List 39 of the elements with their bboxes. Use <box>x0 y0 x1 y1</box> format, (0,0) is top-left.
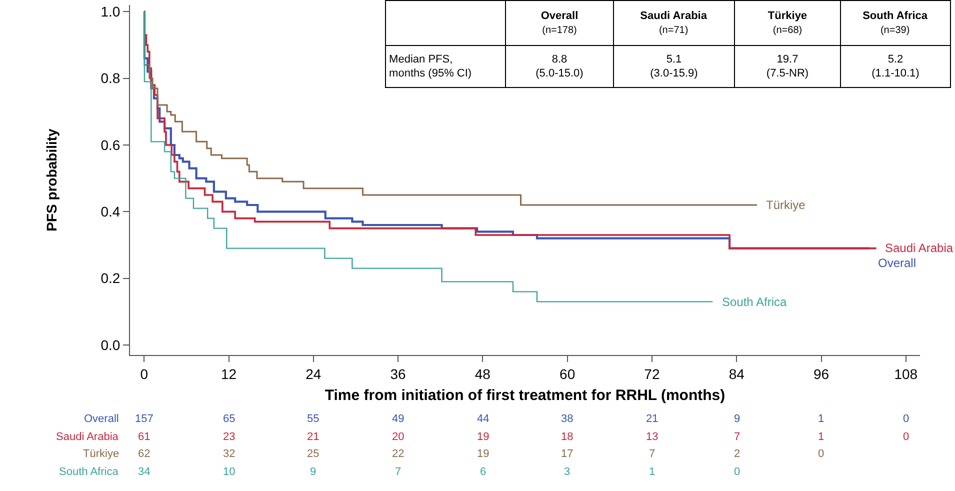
x-tick-label: 0 <box>140 366 148 382</box>
x-tick-label: 108 <box>894 366 918 382</box>
x-tick-label: 36 <box>390 366 406 382</box>
y-tick-label: 0.4 <box>100 204 120 220</box>
x-tick-label: 84 <box>728 366 745 382</box>
y-tick-label: 0.2 <box>100 270 120 286</box>
text: 62 32 25 22 19 17 7 2 0 <box>138 448 824 460</box>
series-label: South Africa <box>722 295 788 309</box>
text: 61 23 21 20 19 18 13 7 1 0 <box>138 431 910 443</box>
x-tick-label: 60 <box>560 366 576 382</box>
x-tick-label: 12 <box>220 366 237 382</box>
annotation: Türkiye (n=68) <box>768 10 808 36</box>
x-tick-label: 48 <box>474 366 491 382</box>
x-tick-label: 24 <box>306 366 322 382</box>
annotation: South Africa (n=39) <box>862 10 928 36</box>
y-axis-title: PFS probability <box>43 128 60 232</box>
text: 34 10 9 7 6 3 1 0 <box>138 466 740 478</box>
text: Türkiye <box>83 448 120 460</box>
x-tick-label: 96 <box>813 366 830 382</box>
text: Saudi Arabia <box>56 431 118 443</box>
text: Overall <box>84 413 119 425</box>
text: South Africa <box>59 466 118 478</box>
x-tick-label: 72 <box>644 366 660 382</box>
series-label: Saudi Arabia <box>885 241 954 255</box>
annotation: 5.2 (1.1-10.1) <box>872 53 920 80</box>
annotation: Median PFS, months (95% CI) <box>386 53 472 80</box>
series-label: Türkiye <box>766 198 806 212</box>
y-tick-label: 0.0 <box>100 336 120 353</box>
annotation: 8.8 (5.0-15.0) <box>536 53 584 80</box>
y-tick-label: 0.6 <box>100 136 120 153</box>
annotation: 19.7 (7.5-NR) <box>766 53 809 80</box>
y-tick-label: 1.0 <box>100 4 120 20</box>
y-tick-label: 0.8 <box>100 70 120 86</box>
annotation: 5.1 (3.0-15.9) <box>650 53 698 80</box>
x-axis-title: Time from initiation of first treatment for RRHL (months) <box>324 386 726 404</box>
text: 157 65 55 49 44 38 21 9 1 0 <box>135 413 910 425</box>
annotation: Overall (n=178) <box>540 10 578 36</box>
annotation: Saudi Arabia (n=71) <box>640 10 708 36</box>
series-label: Overall <box>878 256 916 270</box>
